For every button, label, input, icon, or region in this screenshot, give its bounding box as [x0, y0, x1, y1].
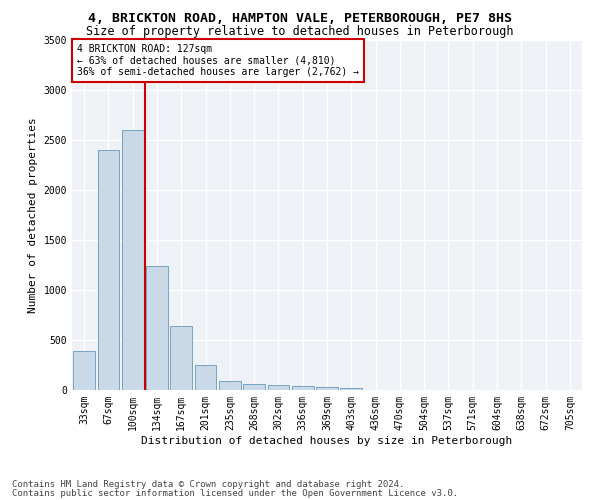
Text: Contains public sector information licensed under the Open Government Licence v3: Contains public sector information licen…: [12, 488, 458, 498]
Bar: [122, 130, 143, 390]
Text: 4, BRICKTON ROAD, HAMPTON VALE, PETERBOROUGH, PE7 8HS: 4, BRICKTON ROAD, HAMPTON VALE, PETERBOR…: [88, 12, 512, 26]
Bar: [97, 150, 119, 390]
Bar: [73, 351, 95, 390]
Y-axis label: Number of detached properties: Number of detached properties: [28, 117, 38, 313]
X-axis label: Distribution of detached houses by size in Peterborough: Distribution of detached houses by size …: [142, 436, 512, 446]
Bar: [170, 326, 192, 390]
Text: 4 BRICKTON ROAD: 127sqm
← 63% of detached houses are smaller (4,810)
36% of semi: 4 BRICKTON ROAD: 127sqm ← 63% of detache…: [77, 44, 359, 76]
Bar: [219, 381, 241, 390]
Bar: [194, 364, 217, 390]
Bar: [146, 266, 168, 390]
Bar: [292, 386, 314, 390]
Bar: [316, 387, 338, 390]
Bar: [340, 388, 362, 390]
Bar: [268, 384, 289, 390]
Text: Size of property relative to detached houses in Peterborough: Size of property relative to detached ho…: [86, 25, 514, 38]
Bar: [243, 384, 265, 390]
Text: Contains HM Land Registry data © Crown copyright and database right 2024.: Contains HM Land Registry data © Crown c…: [12, 480, 404, 489]
